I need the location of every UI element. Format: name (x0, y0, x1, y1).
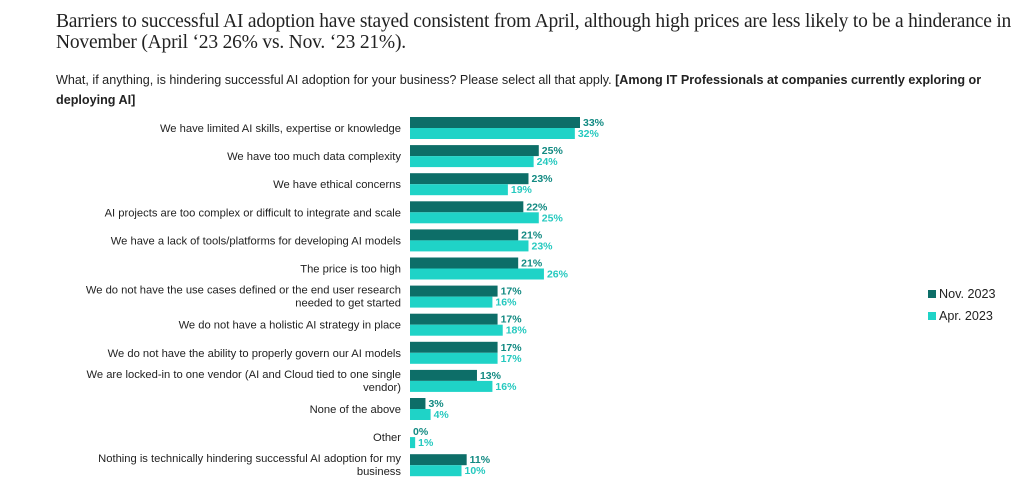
bar-apr (410, 437, 416, 449)
category-label: We have limited AI skills, expertise or … (160, 123, 401, 135)
bar-nov (410, 454, 467, 466)
bar-nov (410, 229, 519, 241)
category-label: None of the above (310, 404, 401, 416)
bar-apr (410, 380, 493, 392)
bar-nov (410, 341, 498, 353)
bar-nov (410, 398, 426, 409)
category-label: We are locked-in to one vendor (AI and C… (87, 369, 402, 394)
value-label-nov: 21% (521, 229, 543, 241)
category-label: The price is too high (300, 264, 401, 276)
category-label: AI projects are too complex or difficult… (105, 207, 401, 219)
category-label: We have a lack of tools/platforms for de… (111, 235, 402, 247)
legend-item-nov: Nov. 2023 (928, 284, 995, 303)
value-label-nov: 33% (583, 117, 605, 129)
value-label-nov: 3% (428, 398, 444, 410)
value-label-apr: 19% (511, 184, 533, 196)
category-label: Other (373, 432, 401, 444)
chart-title: Barriers to successful AI adoption have … (56, 11, 1012, 53)
bar-apr (410, 465, 462, 477)
bar-nov (410, 257, 519, 269)
bar-apr (410, 409, 431, 420)
value-label-nov: 0% (413, 426, 429, 438)
bar-apr (410, 352, 498, 364)
category-label: We do not have the ability to properly g… (108, 348, 402, 360)
bar-nov (410, 369, 477, 381)
question-text: What, if anything, is hindering successf… (56, 73, 612, 87)
bar-nov (410, 313, 498, 325)
bar-apr (410, 296, 493, 308)
value-label-apr: 10% (465, 465, 487, 477)
value-label-nov: 22% (526, 201, 548, 213)
value-label-nov: 23% (531, 173, 553, 185)
value-label-apr: 25% (542, 212, 564, 224)
value-label-apr: 18% (506, 325, 528, 337)
category-label: We have ethical concerns (273, 179, 401, 191)
legend-swatch-apr (928, 311, 936, 320)
value-label-nov: 17% (501, 342, 523, 354)
legend-label-nov: Nov. 2023 (939, 286, 996, 301)
value-label-nov: 13% (480, 370, 502, 382)
value-label-nov: 21% (521, 258, 543, 270)
bar-apr (410, 240, 529, 252)
bar-apr (410, 184, 508, 196)
category-label: We do not have a holistic AI strategy in… (179, 320, 401, 332)
bar-apr (410, 324, 503, 336)
base-text: [Among IT Professionals at companies cur… (56, 73, 982, 107)
bar-apr (410, 268, 544, 280)
value-label-nov: 17% (501, 286, 523, 298)
bar-nov (410, 117, 580, 128)
value-label-apr: 17% (501, 353, 523, 365)
bar-nov (410, 285, 498, 297)
value-label-nov: 11% (470, 454, 491, 466)
category-label: We have too much data complexity (227, 151, 401, 163)
category-label: Nothing is technically hindering success… (98, 453, 401, 478)
bar-apr (410, 128, 575, 139)
value-label-nov: 17% (501, 314, 523, 326)
value-label-apr: 24% (537, 156, 559, 168)
value-label-apr: 16% (495, 381, 517, 393)
category-label: We do not have the use cases defined or … (86, 285, 401, 310)
value-label-apr: 4% (434, 409, 450, 421)
bar-nov (410, 145, 539, 157)
value-label-apr: 23% (531, 240, 553, 252)
legend: Nov. 2023 Apr. 2023 (928, 284, 995, 328)
chart-subtitle: What, if anything, is hindering successf… (56, 70, 1016, 110)
legend-item-apr: Apr. 2023 (928, 306, 995, 325)
legend-label-apr: Apr. 2023 (939, 308, 993, 323)
value-label-nov: 25% (542, 145, 564, 157)
bar-nov (410, 201, 524, 213)
bar-nov (410, 173, 529, 185)
value-label-apr: 16% (495, 297, 517, 309)
bar-apr (410, 156, 534, 168)
bar-apr (410, 212, 539, 224)
legend-swatch-nov (928, 289, 936, 298)
value-label-apr: 26% (547, 269, 569, 281)
value-label-apr: 1% (418, 437, 434, 449)
value-label-apr: 32% (578, 128, 600, 140)
